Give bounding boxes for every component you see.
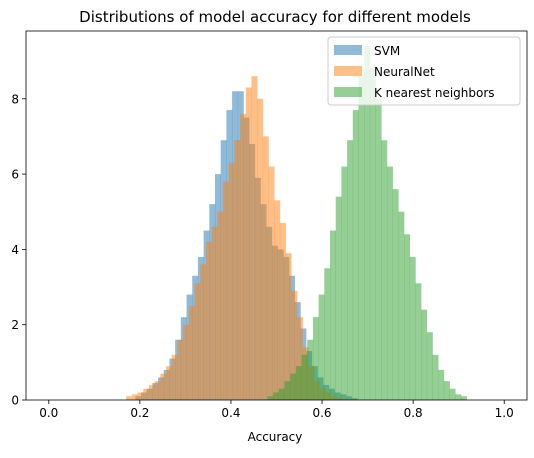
plot-frame — [25, 30, 528, 401]
histogram-bar — [307, 339, 314, 400]
histogram-bar — [274, 200, 281, 400]
x-tick-label: 1.0 — [495, 406, 514, 420]
legend-label: SVM — [374, 44, 400, 58]
chart-title: Distributions of model accuracy for diff… — [79, 8, 471, 26]
histogram-bar — [211, 226, 218, 400]
y-tick-label: 4 — [11, 243, 19, 257]
histogram-bar — [273, 392, 280, 400]
histogram-bar — [297, 317, 303, 400]
histogram-bar — [364, 46, 371, 401]
x-tick-label: 0.4 — [221, 406, 240, 420]
x-axis-label: Accuracy — [248, 430, 303, 444]
histogram-bar — [438, 369, 445, 400]
histogram-bar — [375, 98, 382, 400]
histogram-bar — [330, 230, 337, 400]
histogram-bar — [240, 113, 247, 400]
x-tick-label: 0.6 — [312, 406, 331, 420]
histogram-bar — [200, 264, 207, 400]
bars-layer — [126, 46, 467, 401]
histogram-bar — [234, 140, 241, 400]
histogram-bar — [318, 294, 325, 400]
histogram-bar — [409, 256, 416, 400]
histogram-bar — [222, 181, 229, 400]
histogram-bar — [460, 396, 467, 400]
histogram-bar — [166, 366, 173, 400]
histogram-bar — [183, 324, 190, 400]
histogram-bar — [285, 253, 292, 400]
histogram-bar — [268, 166, 275, 400]
histogram-bar — [205, 241, 212, 400]
histogram-bar — [386, 166, 393, 400]
legend-swatch — [334, 87, 362, 97]
histogram-bar — [217, 211, 224, 400]
y-tick-label: 2 — [11, 318, 19, 332]
histogram-bar — [443, 381, 450, 400]
histogram-bar — [415, 283, 422, 400]
legend: SVM NeuralNet K nearest neighbors — [327, 36, 521, 106]
histogram-bar — [291, 290, 298, 400]
histogram-bar — [228, 162, 235, 400]
histogram-bar — [143, 388, 150, 400]
histogram-bar — [369, 68, 376, 401]
histogram-bar — [404, 234, 411, 400]
histogram-bar — [245, 87, 252, 400]
histogram-bar — [137, 392, 144, 400]
histogram-bar — [432, 354, 439, 400]
histogram-bar — [194, 283, 201, 400]
histogram-bar — [154, 381, 161, 400]
histogram-bar — [324, 268, 331, 400]
histogram-bar — [347, 140, 354, 400]
histogram-bar — [295, 366, 302, 400]
histogram-bar — [126, 396, 133, 400]
axes-layer: 0.0 0.2 0.4 0.6 0.8 1.0 0 2 4 6 8 — [11, 30, 528, 420]
histogram-bar — [177, 339, 184, 400]
histogram-bar — [398, 211, 405, 400]
histogram-bar — [290, 373, 297, 400]
x-tick-label: 0.8 — [404, 406, 423, 420]
legend-label: K nearest neighbors — [374, 86, 495, 100]
series-2-bars — [267, 46, 467, 401]
x-tick-label: 0.2 — [130, 406, 149, 420]
series-1-bars — [126, 76, 343, 401]
histogram-bar — [257, 98, 264, 400]
histogram-bar — [335, 196, 342, 400]
histogram-bar — [171, 354, 178, 400]
histogram-bar — [278, 388, 285, 400]
histogram-bar — [160, 373, 167, 400]
histogram-bar — [312, 317, 319, 400]
histogram-bar — [358, 76, 365, 401]
x-tick-label: 0.0 — [39, 406, 58, 420]
histogram-bar — [341, 166, 348, 400]
histogram-bar — [449, 388, 456, 400]
histogram-bar — [426, 332, 433, 400]
histogram-bar — [279, 223, 286, 400]
histogram-bar — [267, 396, 274, 400]
histogram-bar — [251, 76, 258, 401]
histogram-bar — [131, 394, 138, 400]
histogram-bar — [148, 384, 155, 400]
legend-box — [327, 36, 521, 106]
histogram-bar — [284, 381, 291, 400]
histogram-bar — [381, 140, 388, 400]
histogram-bar — [421, 309, 428, 400]
histogram-bar — [262, 136, 269, 400]
histogram-bar — [301, 354, 308, 400]
y-tick-label: 0 — [11, 394, 19, 408]
histogram-bar — [455, 394, 462, 400]
legend-swatch — [334, 45, 362, 55]
legend-label: NeuralNet — [374, 65, 435, 79]
y-tick-label: 6 — [11, 168, 19, 182]
histogram-bar — [188, 305, 195, 400]
y-tick-label: 8 — [11, 92, 19, 106]
histogram-bar — [392, 189, 399, 400]
histogram-bar — [352, 110, 359, 400]
legend-swatch — [334, 66, 362, 76]
